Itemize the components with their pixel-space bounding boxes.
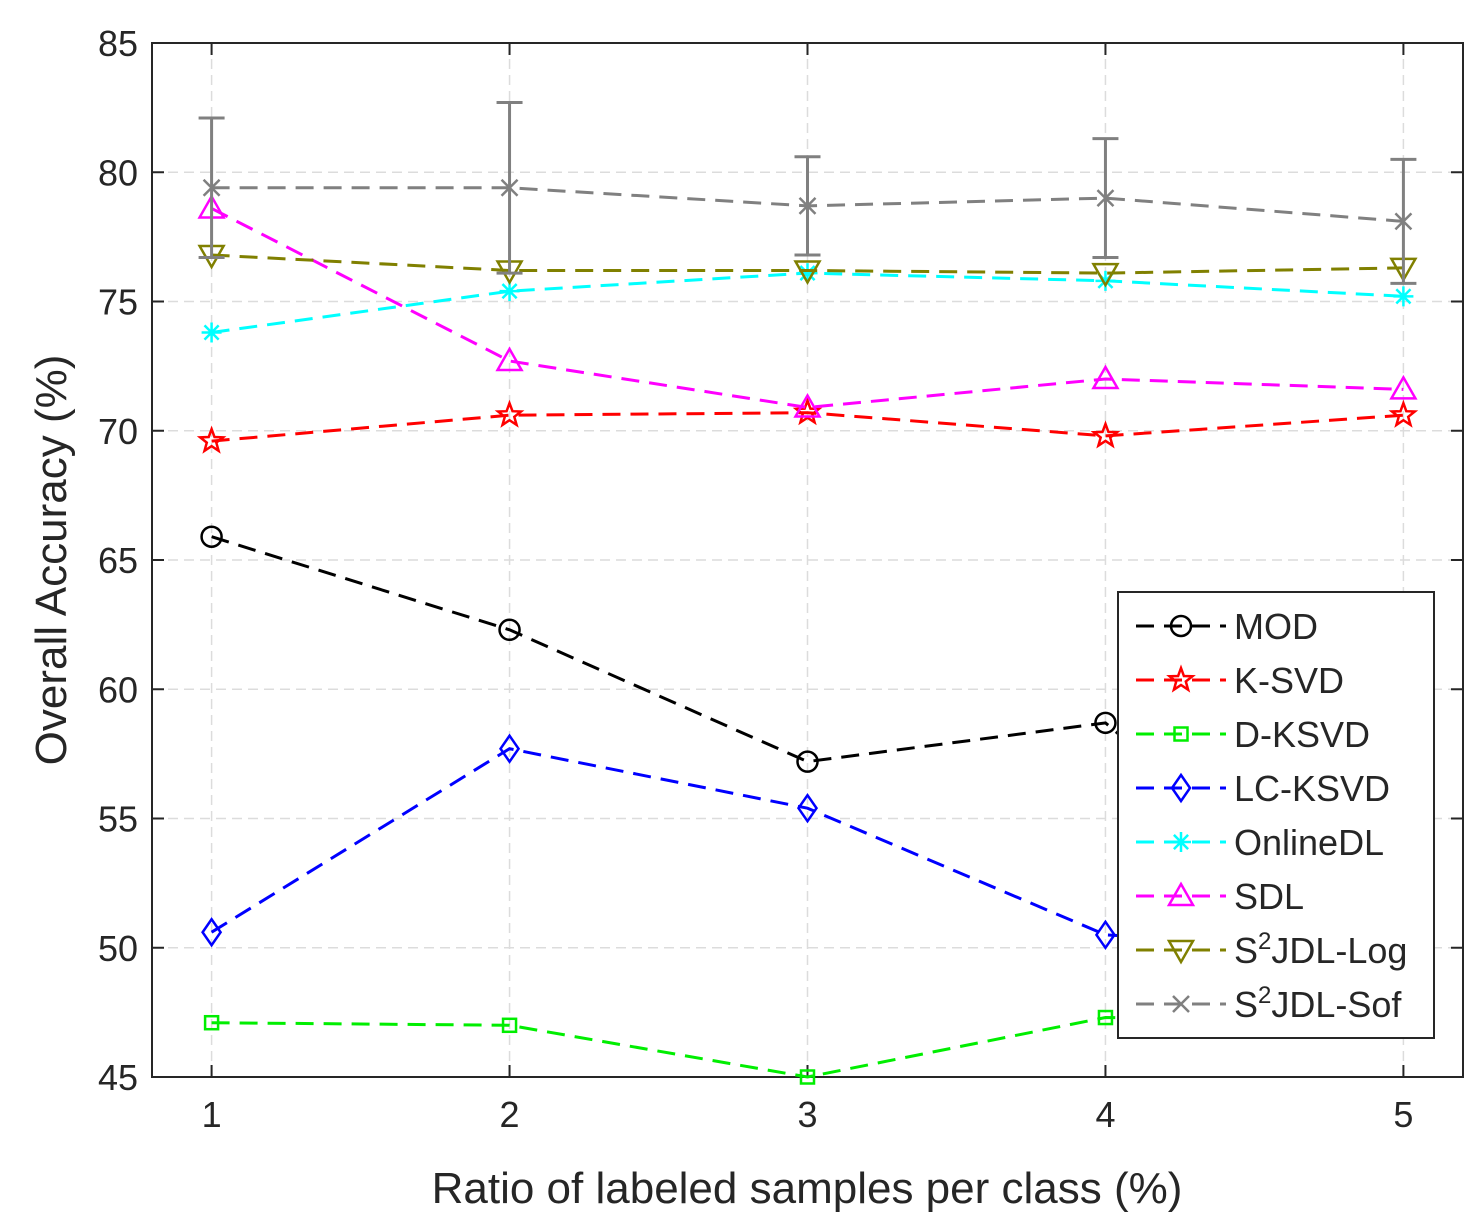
x-tick-label: 2 — [500, 1094, 520, 1135]
legend: MOD K-SVD D-KSVD LC-KSVD OnlineDL SDL S2JDL-Lo… — [1117, 591, 1435, 1039]
series-line — [211, 411, 1404, 443]
data-point — [203, 1014, 220, 1031]
series-onlinedl — [201, 263, 1414, 343]
data-point — [499, 281, 520, 302]
data-point — [1389, 374, 1418, 400]
data-point — [1393, 286, 1414, 307]
data-point — [201, 917, 223, 948]
x-tick-label: 3 — [797, 1094, 817, 1135]
data-point — [196, 425, 227, 454]
legend-item: SDL — [1136, 876, 1304, 917]
legend-box — [1117, 591, 1435, 1039]
legend-item: K-SVD — [1136, 660, 1344, 701]
y-tick-label: 55 — [98, 799, 138, 840]
data-point — [799, 1069, 816, 1085]
data-point — [501, 1017, 518, 1034]
legend-marker — [1169, 614, 1193, 638]
legend-item: LC-KSVD — [1136, 768, 1390, 809]
legend-marker — [1166, 881, 1196, 907]
data-point — [1091, 364, 1120, 390]
legend-item: OnlineDL — [1136, 822, 1384, 863]
data-point — [1094, 711, 1117, 735]
data-point — [200, 525, 223, 548]
series-line — [211, 253, 1404, 275]
x-tick-label: 1 — [202, 1094, 222, 1135]
x-tick-label: 5 — [1393, 1094, 1413, 1135]
data-point — [1094, 919, 1116, 951]
data-point — [796, 792, 819, 824]
data-point — [499, 733, 521, 764]
data-point — [1097, 1009, 1114, 1026]
data-point — [1394, 212, 1413, 231]
data-point — [1091, 262, 1120, 288]
y-tick-label: 85 — [98, 23, 138, 64]
data-point — [1095, 270, 1116, 291]
legend-item: S2JDL-Log — [1136, 928, 1407, 971]
legend-item: D-KSVD — [1136, 714, 1370, 755]
data-point — [797, 263, 818, 284]
data-point — [494, 399, 525, 428]
data-point — [796, 750, 819, 773]
legend-item: S2JDL-Sof — [1136, 982, 1402, 1025]
x-tick-label: 4 — [1095, 1094, 1115, 1135]
y-tick-label: 45 — [98, 1057, 138, 1098]
series-s2jdl-sof — [198, 100, 1417, 285]
x-axis-title: Ratio of labeled samples per class (%) — [432, 1164, 1183, 1213]
y-tick-label: 65 — [98, 540, 138, 581]
legend-marker — [1172, 995, 1190, 1013]
y-axis-title: Overall Accuracy (%) — [27, 355, 76, 766]
legend-marker — [1171, 832, 1191, 852]
legend-marker — [1173, 726, 1189, 742]
y-tick-label: 50 — [98, 928, 138, 969]
legend-label: OnlineDL — [1234, 822, 1384, 863]
legend-marker — [1170, 772, 1192, 804]
series-line — [211, 1015, 1404, 1079]
y-tick-label: 70 — [98, 411, 138, 452]
data-point — [1388, 399, 1419, 428]
legend-label: D-KSVD — [1234, 714, 1370, 755]
data-point — [202, 178, 221, 197]
y-tick-label: 60 — [98, 669, 138, 710]
data-point — [500, 178, 519, 197]
y-tick-label: 75 — [98, 282, 138, 323]
y-tick-label: 80 — [98, 152, 138, 193]
legend-label: S2JDL-Sof — [1234, 982, 1402, 1025]
legend-label: S2JDL-Log — [1234, 928, 1407, 971]
data-point — [498, 618, 521, 642]
data-point — [201, 322, 222, 343]
legend-label: SDL — [1234, 876, 1304, 917]
data-point — [798, 196, 817, 215]
data-point — [495, 346, 524, 372]
legend-item: MOD — [1136, 606, 1318, 647]
data-point — [1096, 189, 1115, 207]
legend-marker — [1166, 664, 1196, 693]
data-point — [793, 260, 822, 285]
legend-label: LC-KSVD — [1234, 768, 1390, 809]
data-point — [793, 392, 822, 418]
data-point — [1090, 420, 1121, 449]
legend-marker — [1166, 939, 1196, 965]
legend-label: MOD — [1234, 606, 1318, 647]
legend-label: K-SVD — [1234, 660, 1344, 701]
